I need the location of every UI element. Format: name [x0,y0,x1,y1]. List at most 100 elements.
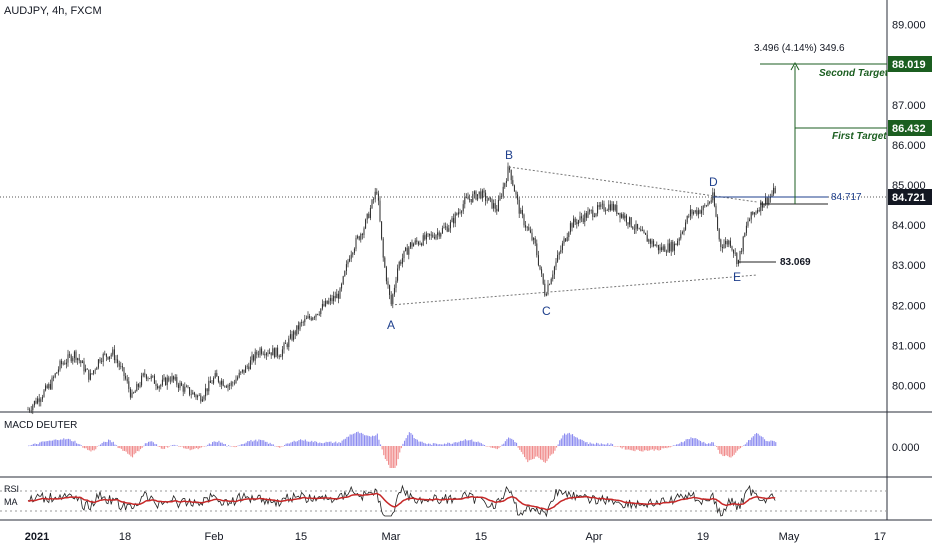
macd-bar [727,446,729,457]
macd-bar [748,440,750,446]
macd-bar [264,441,266,446]
macd-bar [743,445,745,446]
candle-body [318,314,320,315]
candle-body [45,385,47,391]
candle-body [774,187,776,194]
macd-bar [119,446,121,449]
macd-bar [647,446,649,451]
macd-bar [591,443,593,446]
macd-bar [653,446,655,451]
macd-bar [344,438,346,446]
candle-body [41,396,43,400]
candle-body [229,385,231,386]
candle-body [155,383,157,387]
candle-body [641,230,643,232]
candle-body [137,384,139,387]
macd-bar [138,446,140,452]
candle-body [251,355,253,361]
macd-bar [682,442,684,446]
candle-body [51,377,53,389]
candle-body [128,381,130,389]
candle-body [441,228,443,234]
macd-bar [234,446,236,448]
macd-bar [176,445,178,446]
candle-body [312,317,314,320]
candle-body [675,243,677,245]
macd-bar [184,446,186,449]
macd-bar [328,441,330,446]
candle-body [125,376,127,379]
candle-body [528,227,530,231]
candle-body [401,258,403,264]
candle-body [43,390,45,397]
candle-body [72,358,74,362]
candle-body [656,244,658,246]
macd-bar [772,440,774,446]
macd-bar [469,440,471,446]
macd-bar [244,443,246,446]
macd-bar [762,437,764,446]
candle-body [672,241,674,251]
wave-label-e: E [733,270,741,284]
candle-body [315,314,317,318]
candle-body [627,222,629,225]
candle-body [523,214,525,226]
macd-bar [685,439,687,446]
candle-body [677,240,679,245]
candle-body [224,385,226,387]
candle-body [509,166,511,170]
candle-body [54,373,56,378]
macd-bar [549,446,551,456]
candle-body [65,362,67,365]
macd-bar [53,439,55,446]
macd-bar [586,442,588,446]
candle-body [347,261,349,265]
macd-bar [679,443,681,446]
time-tick-label: 17 [874,531,886,543]
macd-bar [284,445,286,446]
macd-bar [496,446,498,450]
macd-bar [695,438,697,446]
macd-bar [456,442,458,446]
level-d-label: 84.717 [831,192,862,203]
macd-bar [42,441,44,446]
macd-bar [103,441,105,446]
macd-bar [773,441,775,446]
candle-body [635,223,637,230]
macd-bar [394,446,396,468]
macd-bar [493,446,495,449]
candle-body [88,369,90,380]
macd-bar [757,433,759,446]
candle-body [533,238,535,240]
macd-bar [346,436,348,446]
macd-bar [71,441,73,446]
macd-bar [205,445,207,447]
price-tick-label: 83.000 [892,260,926,272]
macd-bar [503,443,505,446]
price-candles [27,162,776,415]
macd-bar [688,439,690,446]
wave-label-a: A [387,318,395,332]
macd-bar [405,438,407,446]
candle-body [294,331,296,335]
macd-bar [76,443,78,446]
candle-body [357,236,359,238]
candle-body [715,205,717,217]
macd-bar [280,446,282,447]
macd-bar [93,446,95,451]
macd-bar [471,439,473,446]
candle-body [86,368,88,370]
candle-body [739,251,741,260]
candle-body [544,283,546,296]
macd-bar [583,440,585,446]
candle-body [582,218,584,223]
macd-bar [333,442,335,446]
rsi-ma-title: MA [4,497,18,507]
macd-bar [544,446,546,463]
candle-body [629,217,631,225]
candle-body [241,369,243,372]
candle-body [35,400,37,404]
candle-body [603,203,605,211]
candle-body [542,273,544,284]
